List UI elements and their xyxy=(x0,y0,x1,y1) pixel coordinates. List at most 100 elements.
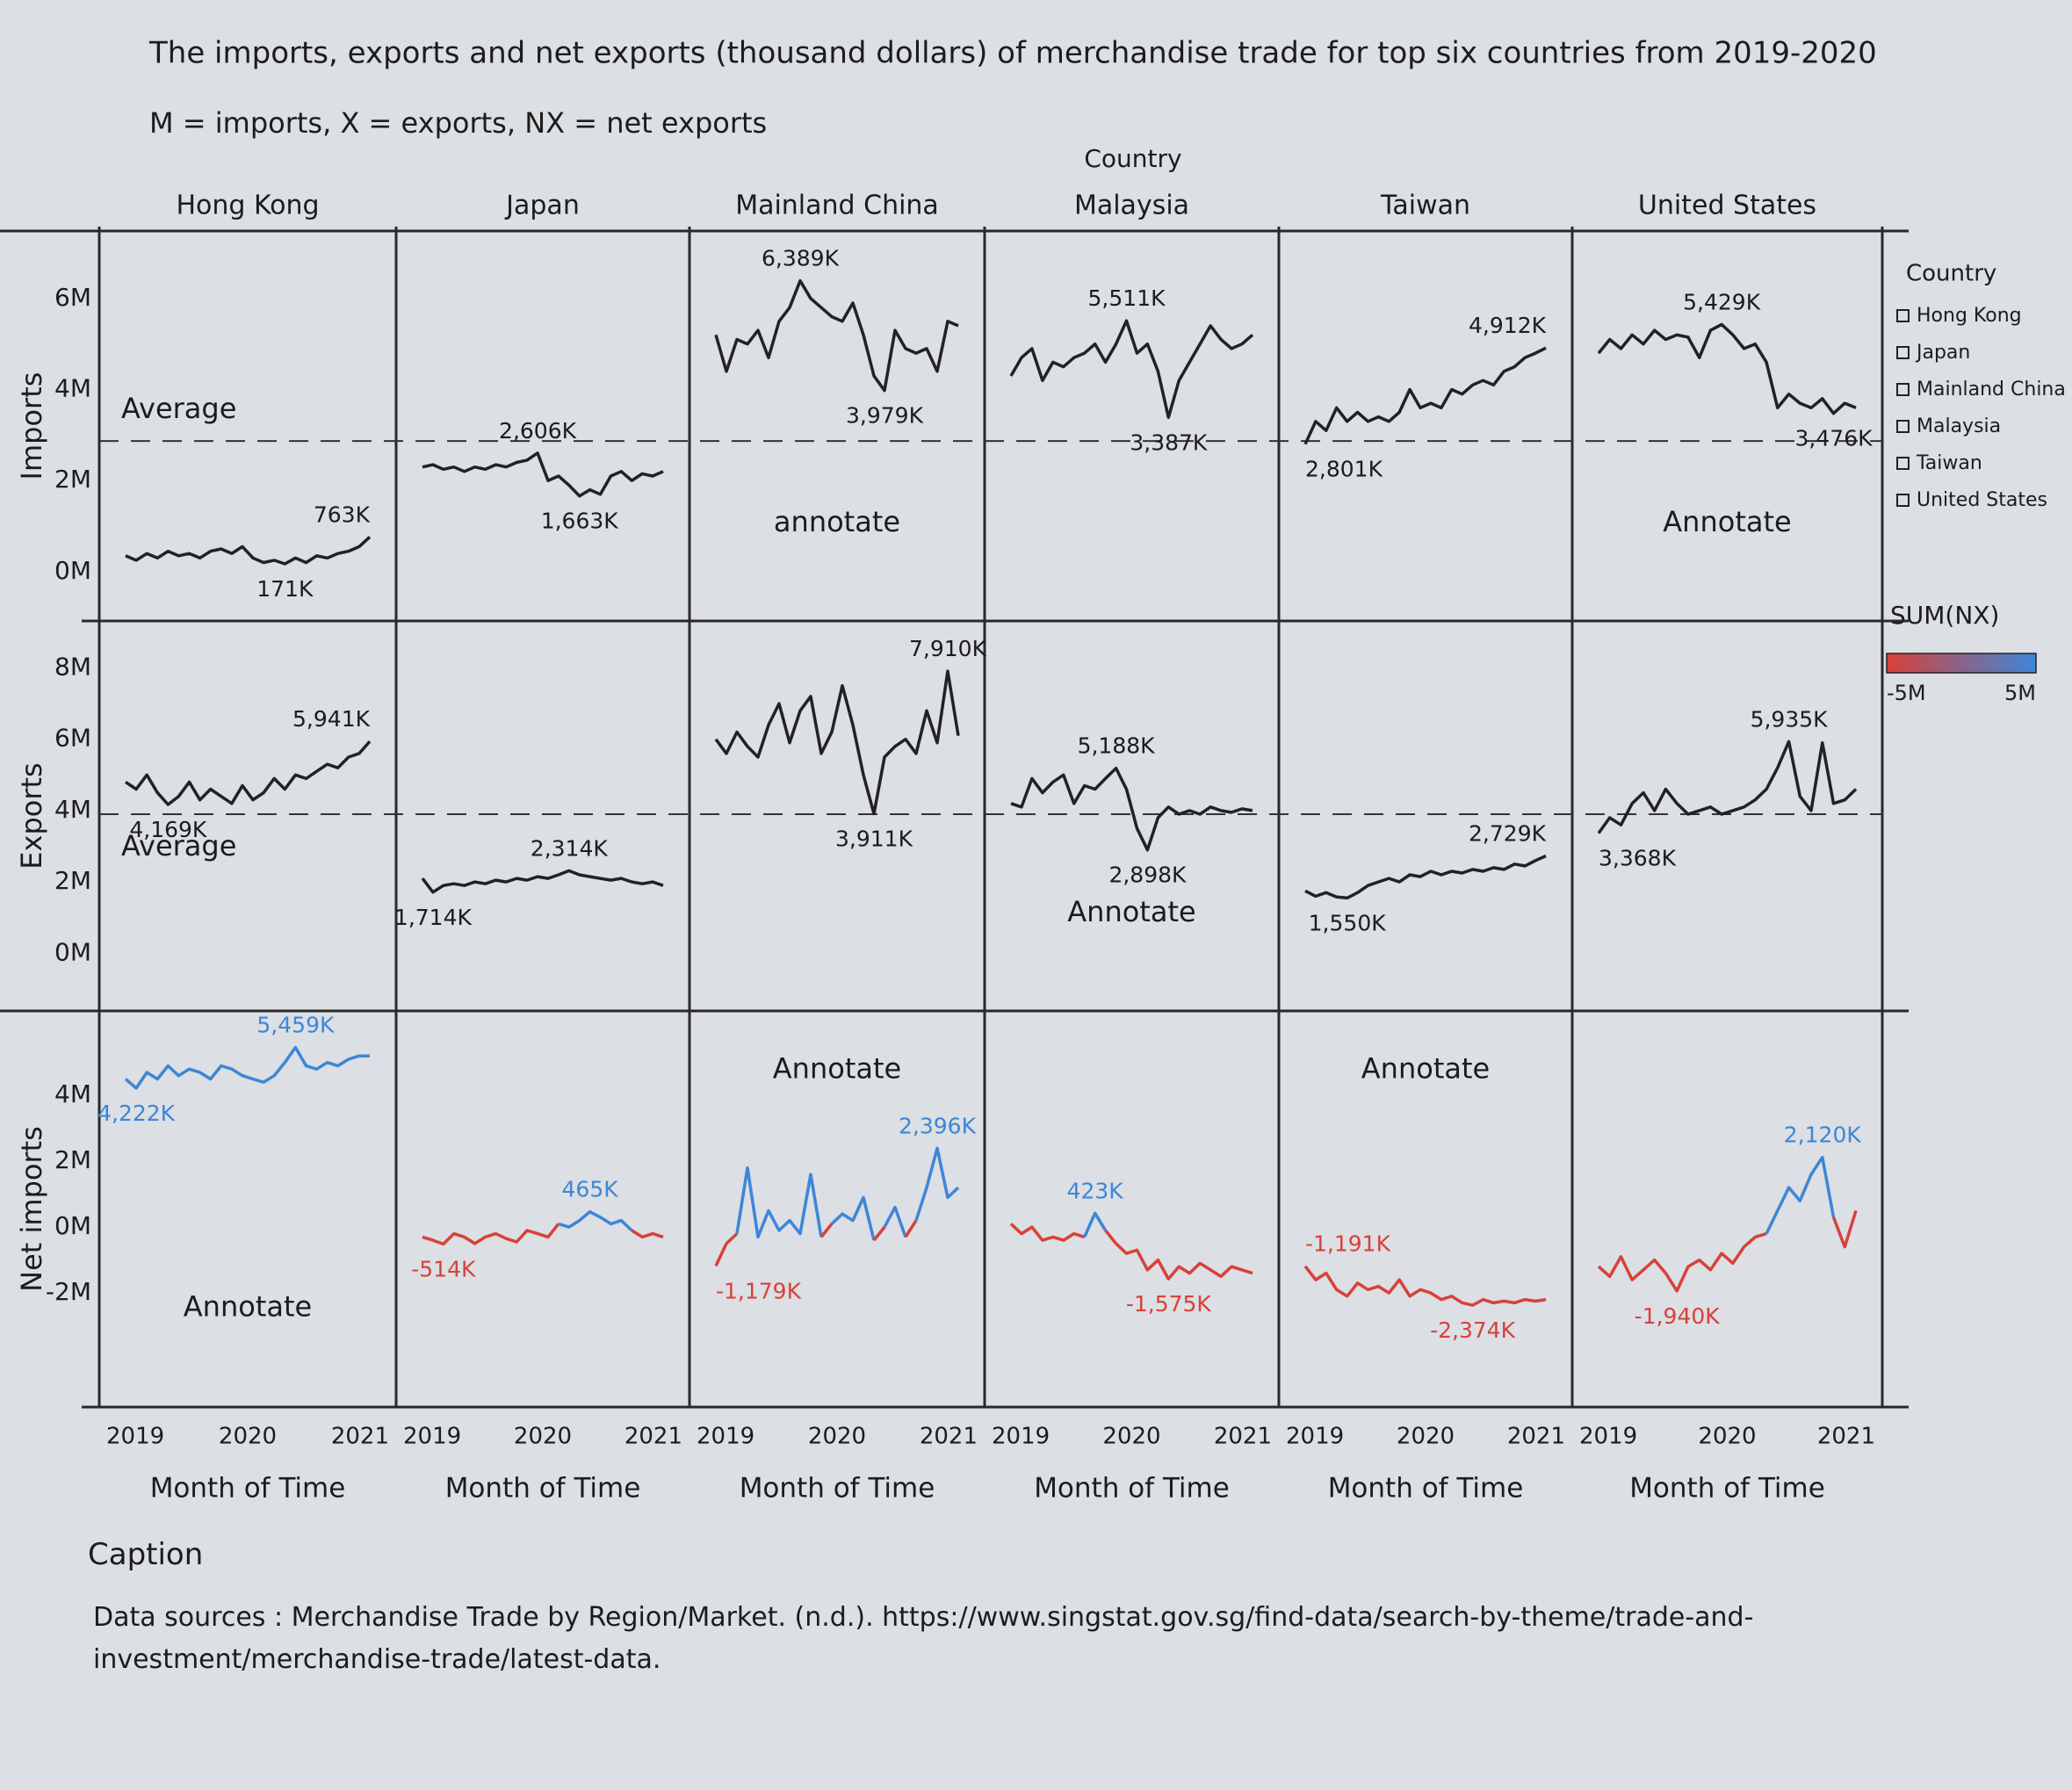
x-tick-label: 2021 xyxy=(1507,1424,1565,1450)
x-tick-label: 2020 xyxy=(1102,1424,1160,1450)
net-export-line xyxy=(883,1205,907,1238)
value-label: 5,935K xyxy=(1751,706,1829,732)
legend-item[interactable]: Mainland China xyxy=(1917,379,2066,401)
color-scale-label: -5M xyxy=(1887,681,1926,705)
y-tick-label: 6M xyxy=(54,283,91,312)
value-label: 1,663K xyxy=(541,509,619,534)
value-label: 2,898K xyxy=(1108,863,1187,888)
net-export-line xyxy=(1303,1265,1547,1307)
y-tick-label: 4M xyxy=(54,374,91,403)
average-label: Average xyxy=(121,829,236,863)
row-label: Imports xyxy=(15,372,48,480)
x-axis-label: Month of Time xyxy=(1034,1473,1230,1505)
legend-item[interactable]: Malaysia xyxy=(1917,415,2001,437)
value-label: -1,575K xyxy=(1126,1291,1212,1317)
value-label: 7,910K xyxy=(909,636,987,661)
annotation: Annotate xyxy=(773,1052,901,1086)
net-export-line xyxy=(714,1232,739,1267)
value-label: 5,459K xyxy=(256,1013,335,1038)
y-tick-label: 4M xyxy=(54,795,91,824)
y-tick-label: 2M xyxy=(54,1145,91,1174)
x-axis-label: Month of Time xyxy=(1328,1473,1524,1505)
value-label: 3,476K xyxy=(1795,426,1873,451)
net-export-line xyxy=(1083,1211,1108,1238)
y-tick-label: 2M xyxy=(54,465,91,494)
value-label: -1,191K xyxy=(1305,1231,1391,1257)
value-label: 423K xyxy=(1067,1178,1124,1203)
chart-title: The imports, exports and net exports (th… xyxy=(148,36,1877,71)
legend-marker xyxy=(1896,346,1910,359)
column-header: Malaysia xyxy=(1074,191,1189,221)
column-header: United States xyxy=(1638,191,1816,221)
value-label: 2,606K xyxy=(499,418,577,444)
net-export-line xyxy=(1831,1209,1858,1249)
y-tick-label: 0M xyxy=(54,937,91,966)
x-tick-label: 2020 xyxy=(514,1424,572,1450)
line xyxy=(714,669,960,816)
value-label: 763K xyxy=(314,502,371,527)
net-export-line xyxy=(1104,1229,1253,1281)
value-label: -2,374K xyxy=(1430,1317,1516,1343)
value-label: 2,801K xyxy=(1305,457,1383,482)
row-label: Exports xyxy=(15,762,48,869)
net-export-line xyxy=(1009,1223,1086,1242)
net-export-line xyxy=(558,1209,633,1232)
value-label: 1,714K xyxy=(394,905,473,930)
column-title: Country xyxy=(1084,144,1181,173)
line xyxy=(125,740,372,806)
x-tick-label: 2021 xyxy=(624,1424,682,1450)
column-header: Mainland China xyxy=(735,191,939,221)
line xyxy=(1009,319,1254,420)
value-label: 2,396K xyxy=(899,1113,977,1138)
value-label: 2,729K xyxy=(1469,821,1547,847)
value-label: 4,169K xyxy=(129,817,207,842)
annotation: annotate xyxy=(774,505,900,538)
caption-heading: Caption xyxy=(88,1537,204,1572)
y-tick-label: 0M xyxy=(54,556,91,585)
net-export-line xyxy=(422,1223,560,1246)
x-tick-label: 2019 xyxy=(1286,1424,1344,1450)
y-tick-label: -2M xyxy=(46,1277,91,1306)
chart: The imports, exports and net exports (th… xyxy=(0,36,2066,1505)
legend-marker xyxy=(1896,309,1910,322)
net-export-line xyxy=(819,1223,834,1238)
legend-item[interactable]: Hong Kong xyxy=(1917,305,2022,327)
x-tick-label: 2019 xyxy=(697,1424,754,1450)
line xyxy=(422,451,664,498)
legend-marker xyxy=(1896,457,1910,470)
legend-item[interactable]: Taiwan xyxy=(1916,452,1982,474)
value-label: 4,912K xyxy=(1469,313,1547,338)
value-label: 171K xyxy=(256,576,314,602)
row-label: Net imports xyxy=(15,1126,48,1292)
annotation: Annotate xyxy=(184,1289,312,1323)
x-axis-label: Month of Time xyxy=(150,1473,346,1505)
value-label: 3,979K xyxy=(846,403,924,429)
value-label: 465K xyxy=(562,1177,619,1202)
net-export-line xyxy=(872,1226,886,1242)
color-scale-title: SUM(NX) xyxy=(1890,601,1999,630)
x-tick-label: 2021 xyxy=(331,1424,389,1450)
net-export-line xyxy=(904,1219,918,1238)
x-tick-label: 2020 xyxy=(1698,1424,1756,1450)
legend-item[interactable]: Japan xyxy=(1915,342,1970,364)
line xyxy=(1597,740,1858,834)
annotation: Annotate xyxy=(1067,895,1195,928)
chart-subtitle: M = imports, X = exports, NX = net expor… xyxy=(149,106,767,140)
net-export-line xyxy=(124,1045,370,1090)
value-label: 2,120K xyxy=(1784,1122,1862,1148)
caption: Caption Data sources : Merchandise Trade… xyxy=(88,1537,2003,1681)
net-export-line xyxy=(735,1166,823,1239)
net-export-line xyxy=(914,1146,960,1222)
legend-marker xyxy=(1896,494,1910,507)
annotation: Annotate xyxy=(1663,505,1791,538)
y-tick-label: 0M xyxy=(54,1211,91,1240)
color-scale-label: 5M xyxy=(2004,681,2036,705)
x-tick-label: 2019 xyxy=(106,1424,164,1450)
line xyxy=(714,278,959,393)
x-tick-label: 2020 xyxy=(219,1424,277,1450)
legend-item[interactable]: United States xyxy=(1917,489,2047,511)
line xyxy=(125,536,372,566)
caption-text: Data sources : Merchandise Trade by Regi… xyxy=(93,1602,1754,1675)
value-label: 4,222K xyxy=(97,1101,176,1126)
